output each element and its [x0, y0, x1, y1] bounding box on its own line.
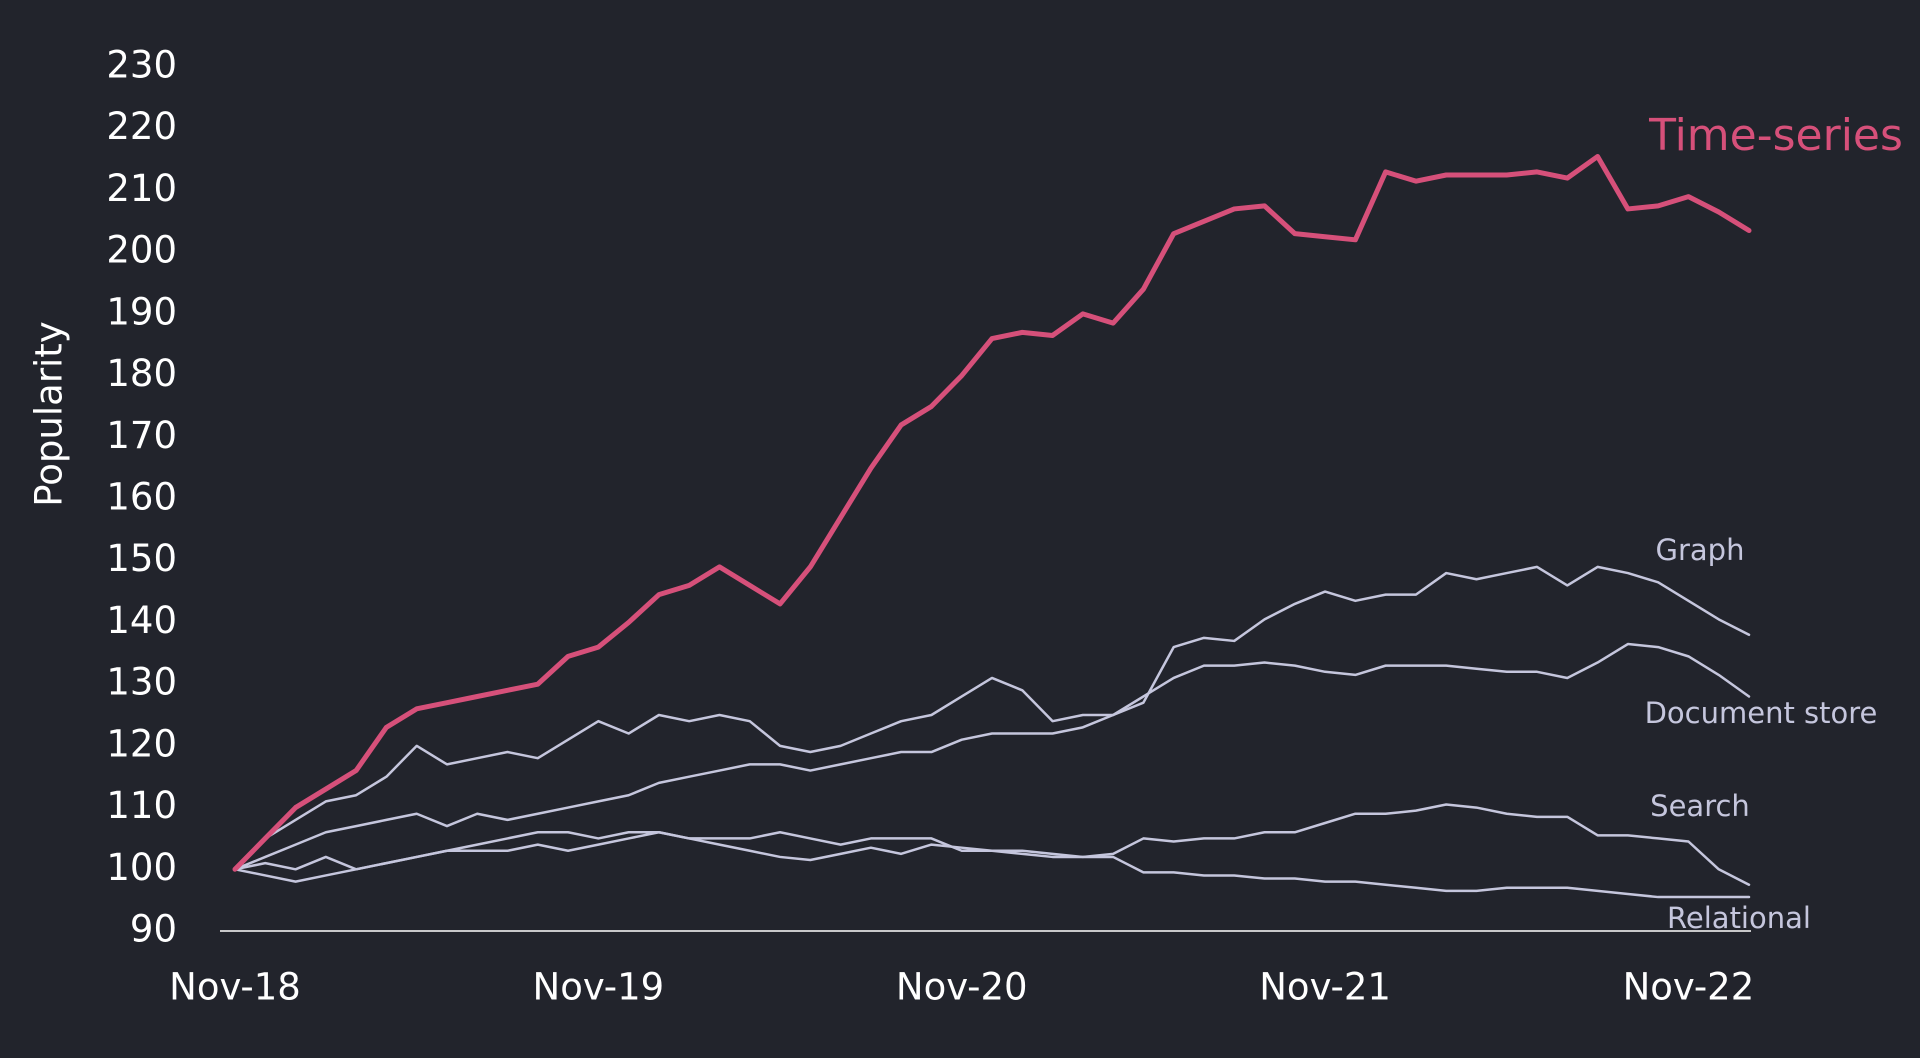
y-tick-label: 220	[106, 105, 177, 148]
series-line	[233, 642, 1751, 871]
y-tick-label: 120	[106, 722, 177, 765]
series-label: Document store	[1645, 696, 1878, 730]
series-label: Relational	[1667, 901, 1811, 935]
y-tick-label: 230	[106, 44, 177, 87]
series-line	[232, 153, 1752, 872]
y-tick-label: 210	[106, 167, 177, 210]
y-tick-label: 200	[106, 229, 177, 272]
y-tick-label: 160	[106, 476, 177, 519]
series-line	[233, 565, 1751, 871]
series-label: Time-series	[1648, 110, 1903, 161]
y-tick-label: 110	[106, 784, 177, 827]
x-tick-label: Nov-19	[533, 966, 665, 1009]
y-tick-label: 190	[106, 290, 177, 333]
y-tick-label: 140	[106, 599, 177, 642]
y-tick-label: 130	[106, 661, 177, 704]
y-tick-label: 180	[106, 352, 177, 395]
x-tick-label: Nov-21	[1259, 966, 1391, 1009]
x-tick-label: Nov-18	[169, 966, 301, 1009]
series-line	[233, 803, 1751, 886]
x-tick-label: Nov-20	[896, 966, 1028, 1009]
y-tick-label: 90	[130, 908, 177, 951]
x-tick-label: Nov-22	[1623, 966, 1755, 1009]
y-tick-label: 150	[106, 537, 177, 580]
series-label: Graph	[1656, 533, 1745, 567]
series-label: Search	[1650, 789, 1750, 823]
y-tick-label: 170	[106, 414, 177, 457]
y-axis-title: Popularity	[28, 321, 71, 506]
y-tick-label: 100	[106, 846, 177, 889]
